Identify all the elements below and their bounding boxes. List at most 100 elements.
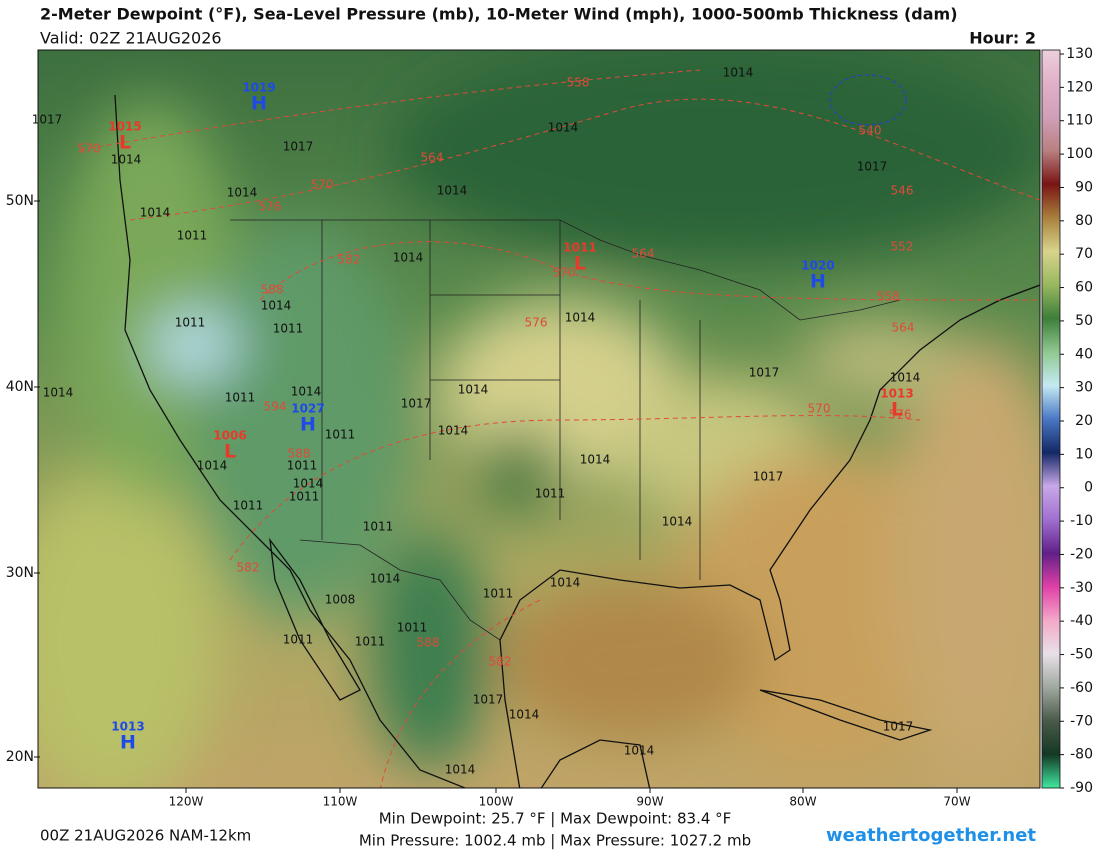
thickness-label: 558	[877, 290, 900, 304]
thickness-label: 588	[261, 283, 284, 297]
colorbar-label: -20	[1070, 546, 1093, 562]
center-letter: L	[891, 399, 903, 421]
isobar-label: 1017	[749, 366, 780, 380]
colorbar-label: -80	[1070, 747, 1093, 763]
isobar-label: 1017	[883, 720, 914, 734]
colorbar-label: -30	[1070, 580, 1093, 596]
isobar-label: 1014	[445, 763, 476, 777]
center-pressure: 1015	[108, 120, 141, 134]
thickness-label: 564	[892, 321, 915, 335]
latitude-label: 20N	[6, 749, 34, 765]
thickness-label: 570	[553, 266, 576, 280]
colorbar-label: 130	[1066, 46, 1093, 62]
center-letter: H	[251, 93, 267, 115]
isobar-label: 1014	[550, 576, 581, 590]
thickness-label: 576	[259, 200, 282, 214]
isobar-label: 1014	[197, 459, 228, 473]
thickness-label: 552	[891, 240, 914, 254]
isobar-label: 1014	[624, 744, 655, 758]
isobar-label: 1011	[363, 520, 394, 534]
dewpoint-stats: Min Dewpoint: 25.7 °F | Max Dewpoint: 83…	[379, 810, 732, 828]
longitude-label: 90W	[636, 795, 663, 809]
isobar-label: 1014	[293, 477, 324, 491]
center-pressure: 1011	[563, 241, 596, 255]
thickness-label: 564	[421, 151, 444, 165]
center-letter: H	[810, 271, 826, 293]
thickness-label: 540	[859, 124, 882, 138]
thickness-label: 588	[288, 447, 311, 461]
thickness-label: 546	[891, 184, 914, 198]
isobar-label: 1014	[548, 121, 579, 135]
longitude-label: 70W	[943, 795, 970, 809]
center-letter: H	[300, 414, 316, 436]
map-frame	[37, 49, 1041, 789]
isobar-label: 1011	[175, 316, 206, 330]
isobar-label: 1014	[261, 299, 292, 313]
site-credit: weathertogether.net	[826, 825, 1036, 846]
isobar-label: 1017	[283, 140, 314, 154]
colorbar-label: 90	[1075, 179, 1093, 195]
colorbar-label: 80	[1075, 213, 1093, 229]
center-letter: L	[224, 441, 236, 463]
thickness-label: 564	[632, 247, 655, 261]
isobar-label: 1017	[32, 113, 63, 127]
thickness-label: 588	[417, 636, 440, 650]
isobar-label: 1014	[140, 206, 171, 220]
center-letter: L	[119, 132, 131, 154]
isobar-label: 1014	[438, 424, 469, 438]
isobar-label: 1011	[289, 490, 320, 504]
thickness-label: 570	[808, 402, 831, 416]
thickness-label: 594	[264, 400, 287, 414]
center-pressure: 1013	[880, 387, 913, 401]
isobar-label: 1014	[509, 708, 540, 722]
borders	[230, 219, 901, 641]
isobar-label: 1011	[355, 635, 386, 649]
thickness-low	[829, 74, 907, 126]
title: 2-Meter Dewpoint (°F), Sea-Level Pressur…	[40, 5, 958, 24]
colorbar-label: -60	[1070, 680, 1093, 696]
isobar-label: 1011	[273, 322, 304, 336]
latitude-label: 30N	[6, 565, 34, 581]
isobar-label: 1011	[233, 499, 264, 513]
colorbar-label: 100	[1066, 146, 1093, 162]
isobar-label: 1011	[397, 621, 428, 635]
thickness-label: 570	[311, 178, 334, 192]
isobar-label: 1014	[723, 66, 754, 80]
isobar-label: 1017	[857, 160, 888, 174]
colorbar-label: -40	[1070, 613, 1093, 629]
isobar-label: 1011	[225, 391, 256, 405]
colorbar-label: 30	[1075, 380, 1093, 396]
isobar-label: 1011	[287, 459, 318, 473]
coastlines	[114, 94, 1040, 788]
center-letter: H	[120, 732, 136, 754]
latitude-label: 40N	[6, 379, 34, 395]
isobar-label: 1014	[43, 386, 74, 400]
thickness-label: 582	[489, 655, 512, 669]
forecast-hour: Hour: 2	[969, 29, 1036, 48]
valid-time: Valid: 02Z 21AUG2026	[40, 29, 222, 48]
isobar-label: 1011	[483, 587, 514, 601]
longitude-label: 100W	[479, 795, 514, 809]
center-pressure: 1027	[291, 402, 324, 416]
isobar-label: 1014	[291, 385, 322, 399]
colorbar-label: 120	[1066, 79, 1093, 95]
longitude-label: 120W	[169, 795, 204, 809]
dewpoint-shading	[38, 50, 1040, 788]
colorbar-label: 20	[1075, 413, 1093, 429]
center-letter: L	[574, 253, 586, 275]
thickness-label: 576	[889, 408, 912, 422]
colorbar-label: 110	[1066, 113, 1093, 129]
isobar-label: 1017	[753, 470, 784, 484]
colorbar-label: -70	[1070, 713, 1093, 729]
model-run: 00Z 21AUG2026 NAM-12km	[40, 827, 251, 845]
isobar-label: 1014	[565, 311, 596, 325]
thickness-label: 558	[567, 76, 590, 90]
isobar-label: 1014	[227, 186, 258, 200]
colorbar-label: 40	[1075, 346, 1093, 362]
isobar-label: 1014	[458, 383, 489, 397]
isobar-label: 1014	[370, 572, 401, 586]
pressure-stats: Min Pressure: 1002.4 mb | Max Pressure: …	[359, 832, 751, 850]
isobar-label: 1014	[890, 371, 921, 385]
thickness-label: 582	[338, 253, 361, 267]
